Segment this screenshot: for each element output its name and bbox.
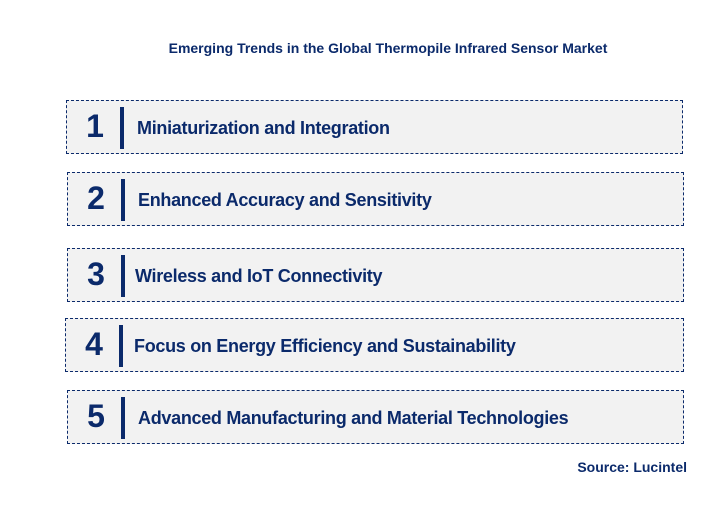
trend-label: Focus on Energy Efficiency and Sustainab… — [134, 336, 516, 356]
trend-item-4: 4 Focus on Energy Efficiency and Sustain… — [65, 318, 684, 372]
trend-number: 5 — [87, 398, 105, 434]
source-label: Source: Lucintel — [577, 459, 687, 475]
divider — [121, 179, 125, 221]
trend-item-1: 1 Miniaturization and Integration — [66, 100, 683, 154]
trend-label: Miniaturization and Integration — [137, 118, 390, 138]
trend-label: Enhanced Accuracy and Sensitivity — [138, 190, 432, 210]
trend-number: 4 — [85, 326, 103, 362]
divider — [121, 397, 125, 439]
divider — [120, 107, 124, 149]
trend-number: 2 — [87, 180, 105, 216]
trend-item-2: 2 Enhanced Accuracy and Sensitivity — [67, 172, 684, 226]
trend-item-5: 5 Advanced Manufacturing and Material Te… — [67, 390, 684, 444]
diagram-title: Emerging Trends in the Global Thermopile… — [168, 40, 608, 56]
trend-number: 3 — [87, 256, 105, 292]
trend-number: 1 — [86, 108, 104, 144]
trend-label: Wireless and IoT Connectivity — [135, 266, 383, 286]
trend-label: Advanced Manufacturing and Material Tech… — [138, 408, 569, 428]
divider — [121, 255, 125, 297]
divider — [119, 325, 123, 367]
trend-item-3: 3 Wireless and IoT Connectivity — [67, 248, 684, 302]
